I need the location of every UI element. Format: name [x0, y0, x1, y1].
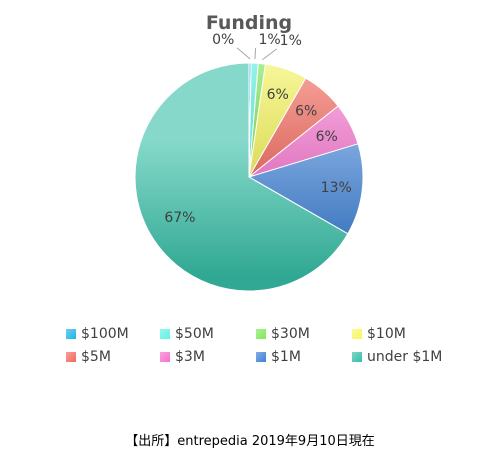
chart-title: Funding [206, 12, 292, 34]
legend-item-100m: $100M [66, 326, 160, 342]
source-note: 【出所】entrepedia 2019年9月10日現在 [125, 434, 375, 449]
pie-slice-under-1m [134, 62, 349, 292]
legend-row-2: $5M $3M $1M under $1M [66, 345, 476, 368]
pie-slice-1m [247, 143, 364, 235]
legend-swatch-100m [66, 328, 76, 339]
data-label-under-1m: 67% [164, 210, 195, 226]
chart-legend: $100M $50M $30M $10M $5M $3M $1M [66, 322, 476, 368]
leader-line-30m [262, 48, 278, 61]
legend-row-1: $100M $50M $30M $10M [66, 322, 476, 345]
legend-item-10m: $10M [352, 326, 406, 342]
legend-item-30m: $30M [256, 326, 352, 342]
legend-swatch-50m [160, 328, 170, 339]
data-label-3m: 6% [316, 129, 338, 145]
leader-line-50m [254, 48, 257, 60]
data-label-5m: 6% [295, 103, 317, 119]
legend-item-3m: $3M [160, 349, 256, 365]
data-label-100m: 0% [212, 32, 234, 48]
data-label-30m: 1% [280, 33, 302, 49]
legend-swatch-30m [256, 328, 266, 339]
pie-chart: Funding 0% 1%1% 6% 6% 6% 13% 67% [134, 12, 364, 292]
legend-item-1m: $1M [256, 349, 352, 365]
legend-label-under-1m: under $1M [367, 348, 443, 365]
legend-swatch-under-1m [352, 351, 362, 362]
legend-label-5m: $5M [81, 348, 111, 365]
legend-label-30m: $30M [271, 325, 310, 342]
legend-item-under-1m: under $1M [352, 349, 442, 365]
legend-swatch-3m [160, 351, 170, 362]
legend-label-10m: $10M [367, 325, 406, 342]
legend-item-5m: $5M [66, 349, 160, 365]
data-label-1m: 13% [321, 180, 352, 196]
legend-swatch-10m [352, 328, 362, 339]
legend-label-3m: $3M [175, 348, 205, 365]
data-label-50m: 1% [258, 32, 280, 48]
legend-swatch-1m [256, 351, 266, 362]
leader-line-100m [236, 47, 251, 60]
data-label-10m: 6% [267, 87, 289, 103]
legend-label-50m: $50M [175, 325, 214, 342]
legend-swatch-5m [66, 351, 76, 362]
legend-item-50m: $50M [160, 326, 256, 342]
legend-label-100m: $100M [81, 325, 129, 342]
legend-label-1m: $1M [271, 348, 301, 365]
